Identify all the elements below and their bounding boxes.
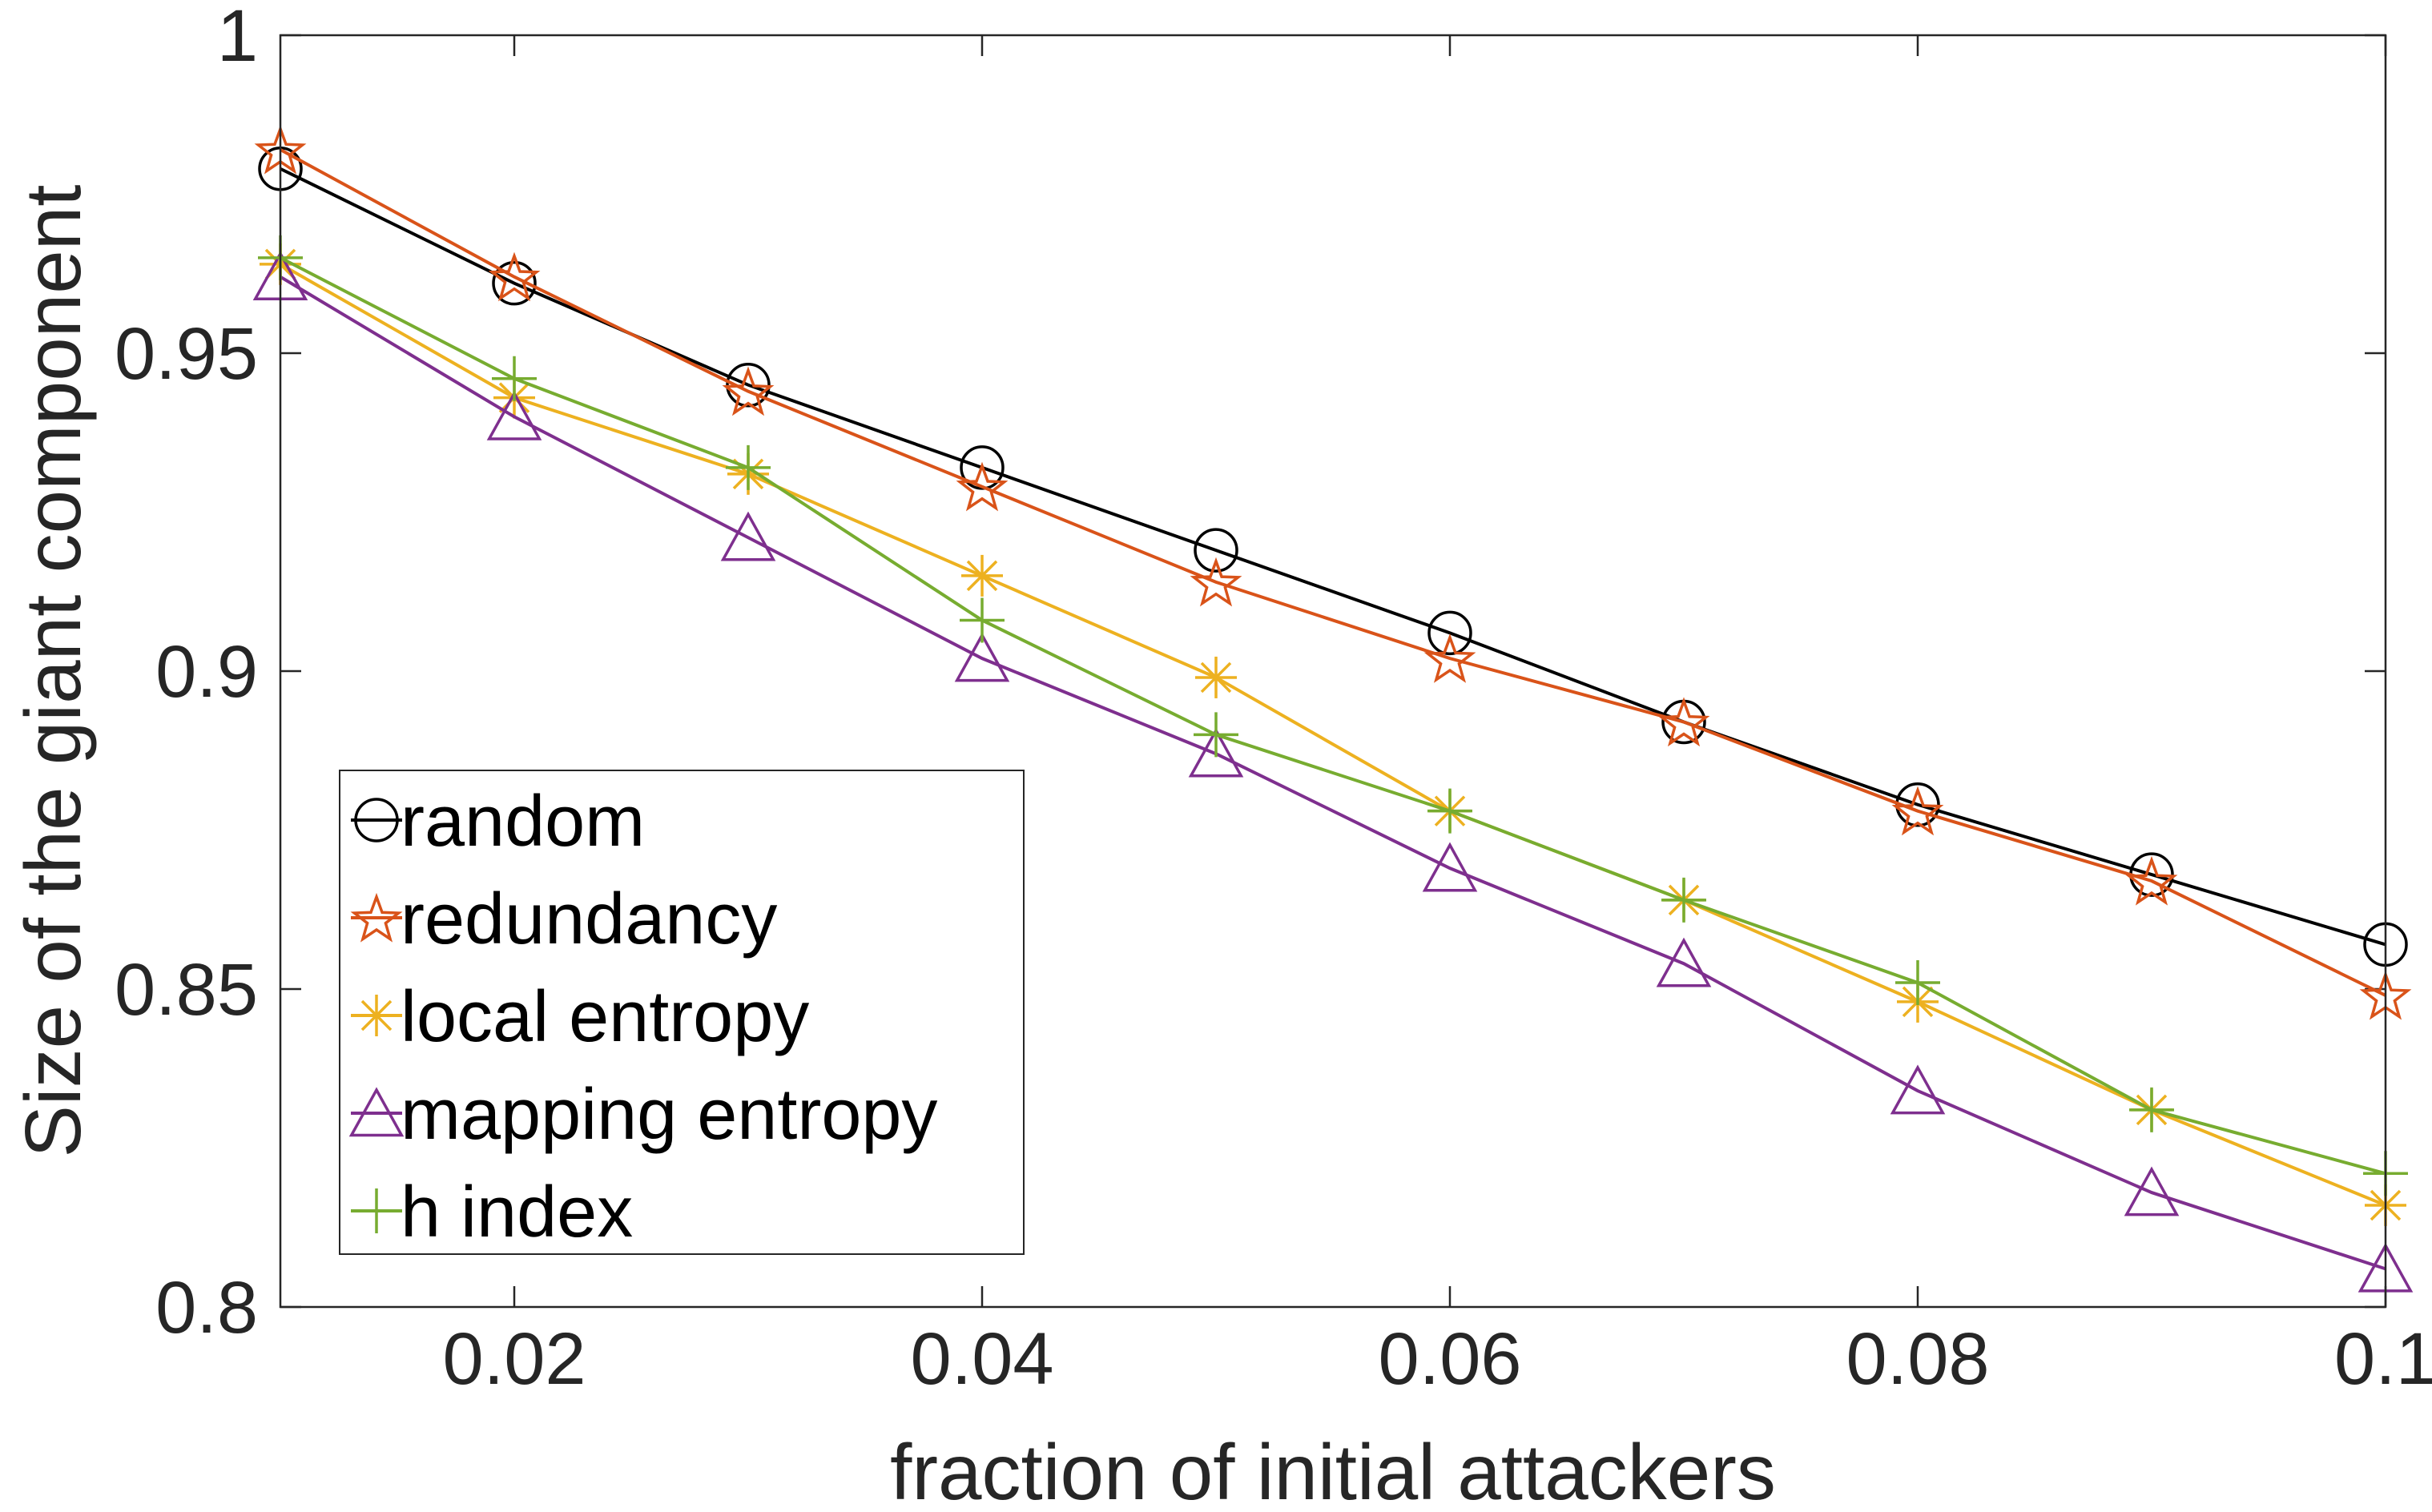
legend-label: local entropy — [401, 977, 809, 1057]
y-axis-label: Size of the giant component — [9, 185, 97, 1158]
y-tick-label: 0.85 — [115, 949, 258, 1031]
data-point-redundancy — [2125, 855, 2178, 906]
data-point-h-index — [960, 597, 1005, 643]
data-point-random — [960, 445, 1005, 490]
y-tick-label: 1 — [217, 0, 258, 77]
y-tick-labels: 0.8 0.85 0.9 0.95 1 — [115, 0, 258, 1349]
series-line-local-entropy — [280, 263, 2386, 1207]
data-point-redundancy — [1190, 557, 1242, 607]
x-tick-label: 0.02 — [442, 1318, 586, 1400]
legend-label: h index — [401, 1172, 633, 1253]
data-point-redundancy — [488, 251, 541, 302]
data-point-mapping-entropy — [1890, 1064, 1946, 1115]
legend-label: mapping entropy — [401, 1075, 937, 1155]
x-tick-label: 0.08 — [1846, 1318, 1989, 1400]
data-point-h-index — [2129, 1087, 2174, 1132]
data-point-redundancy — [1423, 633, 1476, 683]
data-point-local-entropy — [1195, 656, 1237, 698]
data-point-local-entropy — [961, 554, 1003, 597]
data-point-random — [1427, 610, 1472, 656]
data-point-h-index — [726, 444, 771, 490]
x-tick-labels: 0.02 0.04 0.06 0.08 0.1 — [442, 1318, 2432, 1400]
x-tick-label: 0.04 — [910, 1318, 1053, 1400]
x-axis-label: fraction of initial attackers — [890, 1428, 1776, 1512]
data-point-redundancy — [1657, 697, 1710, 747]
data-point-random — [492, 260, 537, 306]
series-mapping-entropy — [252, 251, 2414, 1293]
plot-box — [279, 34, 2387, 1309]
x-tick-label: 0.1 — [2334, 1318, 2432, 1400]
legend-marker-random — [354, 798, 399, 842]
y-tick-label: 0.8 — [155, 1267, 258, 1349]
data-point-mapping-entropy — [954, 632, 1010, 682]
legend-label: random — [401, 782, 645, 862]
data-point-redundancy — [956, 461, 1009, 512]
legend-item-mapping-entropy: mapping entropy — [348, 1075, 937, 1155]
data-point-mapping-entropy — [2124, 1166, 2180, 1216]
series-line-h-index — [280, 256, 2386, 1176]
data-point-h-index — [1194, 712, 1238, 758]
data-point-mapping-entropy — [1656, 937, 1712, 987]
data-point-h-index — [1895, 960, 1940, 1006]
legend-label: redundancy — [401, 879, 777, 959]
legend-marker-h-index — [354, 1188, 399, 1233]
data-point-random — [1194, 528, 1238, 573]
legend: random redundancy local entropy mapping ent… — [339, 770, 1025, 1255]
series-line-redundancy — [280, 148, 2386, 997]
data-point-redundancy — [1891, 786, 1944, 836]
data-point-mapping-entropy — [1188, 727, 1244, 778]
y-tick-label: 0.95 — [115, 313, 258, 395]
legend-item-redundancy: redundancy — [350, 879, 777, 959]
legend-item-random: random — [351, 782, 645, 862]
legend-marker-mapping-entropy — [348, 1087, 405, 1137]
data-point-h-index — [1661, 877, 1706, 923]
legend-item-local-entropy: local entropy — [351, 977, 809, 1057]
data-point-mapping-entropy — [1422, 842, 1478, 892]
data-point-mapping-entropy — [486, 390, 542, 440]
legend-box — [339, 770, 1025, 1255]
legend-marker-redundancy — [350, 892, 403, 943]
legend-marker-local-entropy — [356, 995, 397, 1036]
legend-item-h-index: h index — [351, 1172, 633, 1253]
data-point-random — [726, 362, 771, 408]
data-point-redundancy — [722, 366, 775, 416]
series-line-mapping-entropy — [279, 275, 2386, 1271]
y-tick-label: 0.9 — [155, 631, 258, 713]
data-point-h-index — [492, 356, 537, 401]
data-point-h-index — [1427, 788, 1472, 834]
data-point-mapping-entropy — [720, 511, 776, 561]
legend-items: random redundancy local entropy mapping ent… — [348, 782, 937, 1253]
x-tick-label: 0.06 — [1378, 1318, 1521, 1400]
